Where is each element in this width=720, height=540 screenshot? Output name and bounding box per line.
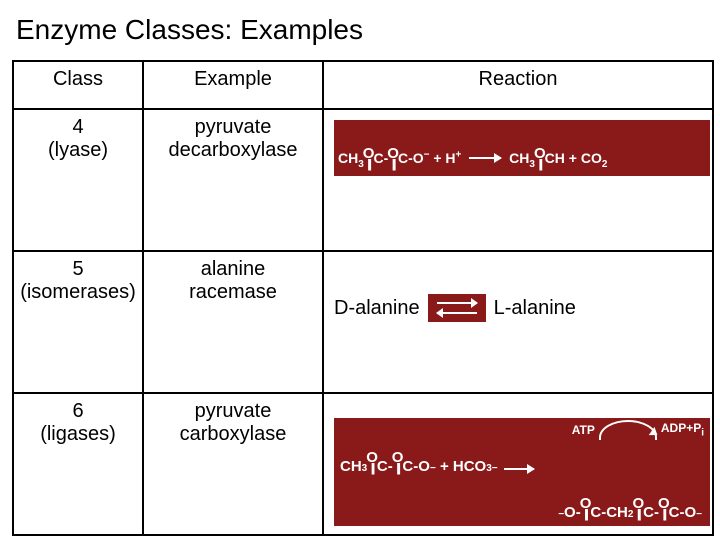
reactant-right: L-alanine: [494, 297, 576, 320]
col-header-class: Class: [13, 61, 143, 109]
reaction-cell: D-alanine L-alanine: [323, 251, 713, 393]
col-header-example: Example: [143, 61, 323, 109]
class-name: (ligases): [18, 423, 138, 446]
reaction-cell: CH3O||C-O||C-O− + H+ CH3O||CH + CO2: [323, 109, 713, 251]
example-text: carboxylase: [148, 423, 318, 446]
class-name: (lyase): [18, 139, 138, 162]
col-header-reaction: Reaction: [323, 61, 713, 109]
reaction-panel: ATP ADP+Pi CH3O||C-O||C-O− + HCO3− −O-O|…: [334, 418, 710, 526]
table-row: 6 (ligases) pyruvate carboxylase ATP ADP…: [13, 393, 713, 535]
class-number: 4: [18, 116, 138, 139]
equilibrium-icon: [428, 294, 486, 322]
reaction-formula: CH3O||C-O||C-O− + H+ CH3O||CH + CO2: [338, 148, 607, 170]
class-cell: 6 (ligases): [13, 393, 143, 535]
page-title: Enzyme Classes: Examples: [16, 14, 708, 46]
table-header-row: Class Example Reaction: [13, 61, 713, 109]
enzyme-table: Class Example Reaction 4 (lyase) pyruvat…: [12, 60, 714, 536]
arrow-right-icon: [504, 468, 534, 470]
example-text: pyruvate: [148, 116, 318, 139]
example-text: alanine: [148, 258, 318, 281]
example-cell: pyruvate decarboxylase: [143, 109, 323, 251]
reactant-left: D-alanine: [334, 297, 420, 320]
table-row: 4 (lyase) pyruvate decarboxylase CH3O||C…: [13, 109, 713, 251]
class-cell: 4 (lyase): [13, 109, 143, 251]
example-text: decarboxylase: [148, 139, 318, 162]
example-text: pyruvate: [148, 400, 318, 423]
table-row: 5 (isomerases) alanine racemase D-alanin…: [13, 251, 713, 393]
class-number: 5: [18, 258, 138, 281]
reaction-panel: CH3O||C-O||C-O− + H+ CH3O||CH + CO2: [334, 120, 710, 176]
atp-adp-label: ATP ADP+Pi: [572, 420, 704, 440]
example-text: racemase: [148, 281, 318, 304]
example-cell: alanine racemase: [143, 251, 323, 393]
reaction-formula: −O-O||C-CH2O||C-O||C-O−: [558, 498, 702, 520]
class-number: 6: [18, 400, 138, 423]
arrow-right-icon: [469, 157, 501, 159]
curve-arrow-icon: [599, 420, 657, 440]
reaction-formula: D-alanine L-alanine: [334, 294, 576, 322]
slide: Enzyme Classes: Examples Class Example R…: [0, 0, 720, 540]
reaction-formula: CH3O||C-O||C-O− + HCO3−: [340, 452, 534, 474]
class-cell: 5 (isomerases): [13, 251, 143, 393]
reaction-cell: ATP ADP+Pi CH3O||C-O||C-O− + HCO3− −O-O|…: [323, 393, 713, 535]
class-name: (isomerases): [18, 281, 138, 304]
example-cell: pyruvate carboxylase: [143, 393, 323, 535]
